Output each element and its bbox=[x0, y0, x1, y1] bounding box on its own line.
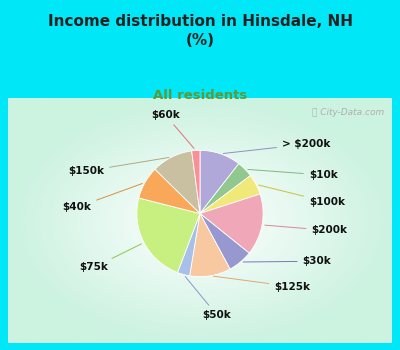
Wedge shape bbox=[200, 150, 239, 214]
Text: ⓘ City-Data.com: ⓘ City-Data.com bbox=[312, 108, 384, 117]
Wedge shape bbox=[139, 169, 200, 214]
Text: $10k: $10k bbox=[248, 169, 338, 180]
Text: Income distribution in Hinsdale, NH
(%): Income distribution in Hinsdale, NH (%) bbox=[48, 14, 352, 48]
Text: $30k: $30k bbox=[243, 256, 332, 266]
Text: $60k: $60k bbox=[151, 110, 194, 148]
Wedge shape bbox=[200, 176, 260, 214]
Wedge shape bbox=[200, 214, 249, 269]
Wedge shape bbox=[200, 194, 263, 253]
Text: All residents: All residents bbox=[153, 89, 247, 102]
Wedge shape bbox=[155, 151, 200, 214]
Wedge shape bbox=[178, 214, 200, 276]
Text: $150k: $150k bbox=[68, 158, 169, 176]
Text: $50k: $50k bbox=[185, 276, 231, 320]
Text: $200k: $200k bbox=[265, 225, 347, 236]
Text: > $200k: > $200k bbox=[223, 139, 330, 153]
Text: $100k: $100k bbox=[259, 185, 345, 207]
Text: $125k: $125k bbox=[213, 276, 310, 292]
Wedge shape bbox=[137, 198, 200, 273]
Wedge shape bbox=[190, 214, 230, 276]
Wedge shape bbox=[200, 164, 250, 214]
Text: $40k: $40k bbox=[62, 183, 142, 212]
Wedge shape bbox=[192, 150, 200, 214]
Text: $75k: $75k bbox=[79, 244, 142, 272]
